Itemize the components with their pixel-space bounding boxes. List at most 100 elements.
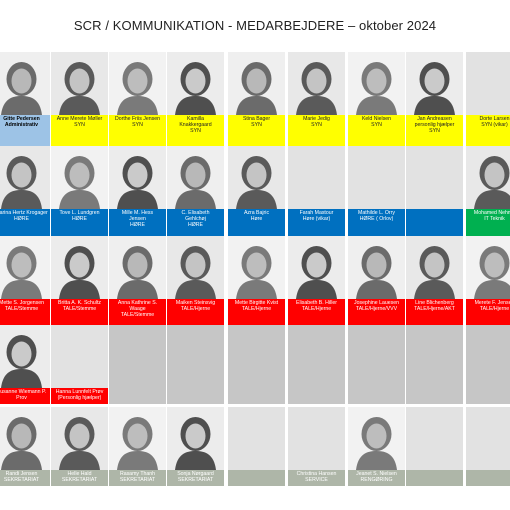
portrait-icon [0,236,50,299]
staff-label: Dorthe Friis Jensen SYN [109,115,166,149]
staff-label-line: Britta A. K. Schultz [58,300,101,306]
staff-card [109,325,166,404]
portrait-icon [0,407,50,470]
staff-card [228,325,285,404]
staff-label-line: TALE/Hjerne/VVV [355,306,398,313]
portrait-icon [167,236,224,299]
staff-label-line: TALE/Hjerne [241,306,272,313]
staff-label: Kamilla Knakkergaard SYN [167,115,224,149]
staff-card: Mette S. Jorgensen TALE/Stemme [0,236,50,332]
photo-placeholder [348,146,405,209]
staff-label-line: Dorte Larsen [479,116,510,122]
staff-label: C. Elisabeth Gehlchøj HØRE [167,209,224,236]
staff-label-line: SYN [251,122,262,129]
staff-label [406,470,463,486]
page-title: SCR / KOMMUNIKATION - MEDARBEJDERE – okt… [73,18,437,33]
staff-photo [167,236,224,299]
staff-label-line: Elisabeth B. Hiller [296,300,337,306]
staff-label-line: Mette Birgitte Kvist [234,300,279,306]
staff-label [228,388,285,404]
photo-placeholder [406,146,463,209]
staff-card: Rasamy Thanh SEKRETARIAT [109,407,166,486]
staff-label-line: TALE/Hjerne [301,306,332,313]
staff-label-line: HØRE [130,222,145,229]
staff-label-line: Susanne Wiemann P. [0,389,47,395]
staff-card: Kamilla Knakkergaard SYN [167,52,224,149]
staff-label-line: Jensen [129,216,146,223]
staff-label-line: SERVICE [305,477,328,484]
staff-card: Merete F. JensenTALE/Hjerne [466,236,510,332]
staff-photo [406,236,463,299]
photo-placeholder [348,325,405,388]
staff-card: Hanna Lunnfelt Prøv (Personlig hjælper) [51,325,108,404]
staff-label-line: Sonja Nørgaard [177,471,214,477]
staff-label: Gitte Pedersen Administrativ [0,115,50,149]
staff-label-line: Jan Andreasen [417,116,452,122]
staff-card: Jeanet S. Nielsen RENGØRING [348,407,405,486]
staff-card: Helle Hald SEKRETARIAT [51,407,108,486]
staff-card: Mohamed NehmeIT Teknik [466,146,510,236]
staff-label-line: HØRE [188,222,203,229]
staff-card: Gitte Pedersen Administrativ [0,52,50,149]
staff-label: Randi Jensen SEKRETARIAT [0,470,50,486]
portrait-icon [406,52,463,115]
staff-label: Dorte Larsen SYN (vikar) [466,115,510,149]
staff-photo [51,236,108,299]
staff-label-line: Knakkergaard [179,122,212,129]
staff-card [466,407,510,486]
staff-label-line: Tove L. Lundgren [59,210,100,216]
staff-card [228,407,285,486]
portrait-icon [228,146,285,209]
staff-card: Mette Birgitte Kvist TALE/Hjerne [228,236,285,332]
portrait-icon [109,407,166,470]
staff-card: Anne Merete Møller SYN [51,52,108,149]
photo-placeholder [51,325,108,388]
staff-label-line: Mohamed Nehme [473,210,510,216]
staff-label: Rasamy Thanh SEKRETARIAT [109,470,166,486]
staff-label-line: SEKRETARIAT [177,477,214,484]
staff-label-line: TALE/Stemme [120,312,155,319]
staff-label [109,388,166,404]
staff-photo [228,236,285,299]
staff-label-line: SYN [429,128,440,135]
staff-label-line: SYN [311,122,322,129]
staff-label-line: SEKRETARIAT [61,477,98,484]
portrait-icon [466,146,510,209]
staff-card: Marie Jedig SYN [288,52,345,149]
staff-label-line: Waage [129,306,146,313]
staff-label [406,388,463,404]
portrait-icon [51,146,108,209]
staff-label [288,388,345,404]
staff-photo [466,236,510,299]
staff-label: Christina Hansen SERVICE [288,470,345,486]
staff-label-line: Maiken Steinsvig [175,300,216,306]
photo-placeholder [288,407,345,470]
staff-label-line: Line Blichenberg [415,300,454,306]
photo-placeholder [109,325,166,388]
staff-card: Mathilde L. Orry HØRE ( Orlov) [348,146,405,236]
staff-card [466,325,510,404]
staff-card: Mille M. Hess Jensen HØRE [109,146,166,236]
portrait-icon [228,236,285,299]
staff-photo [109,146,166,209]
staff-label-line: Keld Nielsen [361,116,392,122]
staff-photo [51,52,108,115]
photo-placeholder [288,146,345,209]
staff-label-line: Marie Jedig [303,116,330,122]
staff-label-line: SYN [190,128,201,135]
staff-label-line: Administrativ [4,122,39,129]
staff-label-line: HØRE ( Orlov) [359,216,394,223]
staff-label-line: Randi Jensen [5,471,38,477]
staff-card: C. Elisabeth Gehlchøj HØRE [167,146,224,236]
staff-label-line: SYN (vikar) [481,122,508,129]
portrait-icon [348,52,405,115]
staff-label-line: Anna Kathrine S. [117,300,158,306]
staff-label-line: Stina Bager [242,116,271,122]
staff-card: Line Blichenberg TALE/Hjerne/AKT [406,236,463,332]
staff-label-line: SYN [74,122,85,129]
staff-card: Elisabeth B. Hiller TALE/Hjerne [288,236,345,332]
staff-photo [167,407,224,470]
staff-photo [0,146,50,209]
staff-label: Farah Mastour Høre (vikar) [288,209,345,236]
